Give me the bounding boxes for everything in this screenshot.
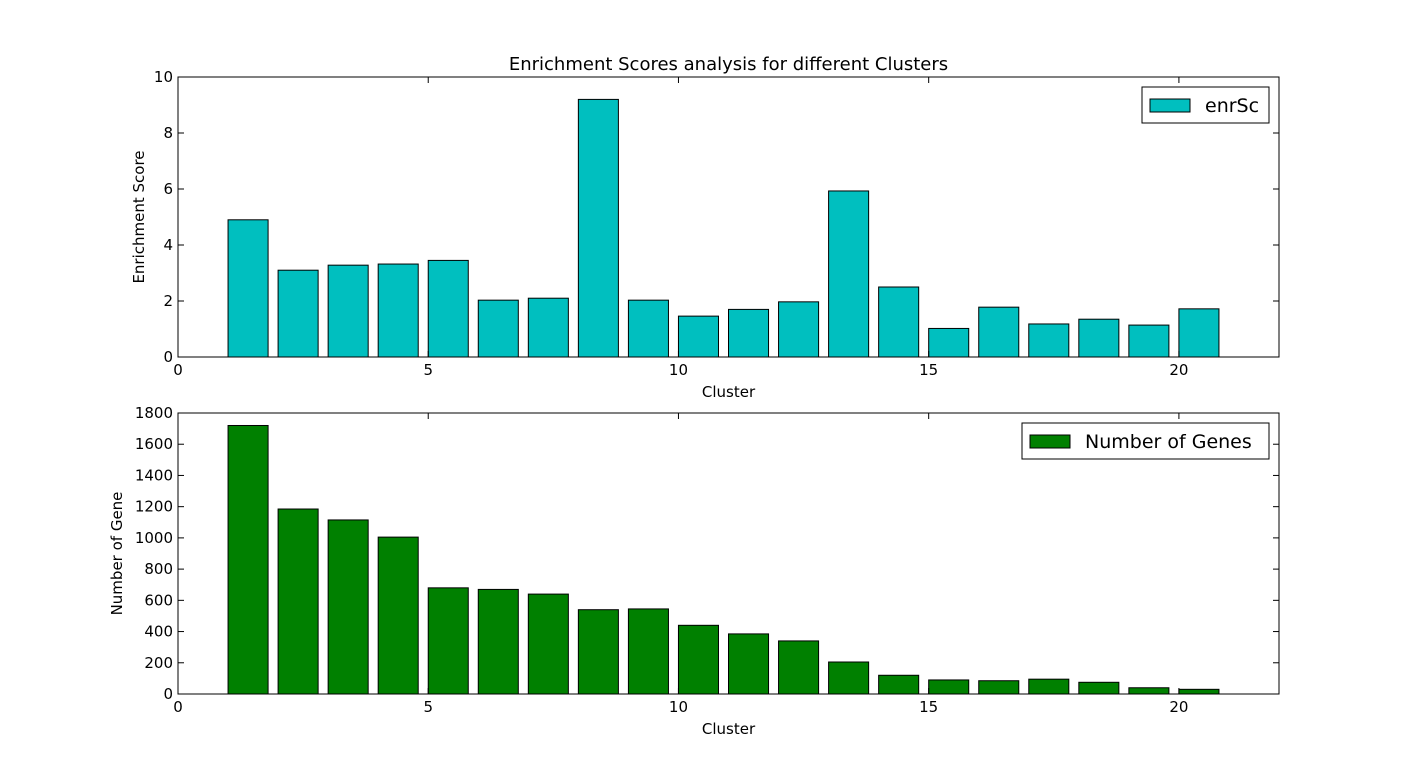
y-tick-label: 0 xyxy=(163,348,173,366)
y-tick-label: 2 xyxy=(163,292,173,310)
y-tick-label: 8 xyxy=(163,124,173,142)
x-axis-label: Cluster xyxy=(702,383,756,401)
bar xyxy=(627,608,669,695)
x-tick-label: 5 xyxy=(423,361,433,379)
x-tick-label: 20 xyxy=(1169,361,1188,379)
bar xyxy=(577,98,619,358)
bar xyxy=(477,588,519,695)
bar xyxy=(1128,687,1170,695)
y-axis-label: Number of Gene xyxy=(108,492,126,616)
bar-group xyxy=(227,98,1220,358)
bar xyxy=(1028,678,1070,695)
y-tick-label: 4 xyxy=(163,236,173,254)
bar xyxy=(277,269,319,358)
bar xyxy=(377,536,419,695)
number-of-genes-chart: 0 5 10 15 2002004006008001000120014001600180… xyxy=(108,404,1280,738)
bar xyxy=(577,609,619,695)
x-tick-label: 10 xyxy=(669,698,688,716)
x-tick-label: 15 xyxy=(919,361,938,379)
y-tick-label: 400 xyxy=(144,623,173,641)
bar xyxy=(1178,308,1220,358)
bar xyxy=(1128,324,1170,358)
bar xyxy=(527,593,569,695)
y-tick-label: 0 xyxy=(163,685,173,703)
y-tick-label: 1600 xyxy=(135,435,173,453)
bar xyxy=(277,508,319,695)
bar xyxy=(728,308,770,358)
x-tick-label: 10 xyxy=(669,361,688,379)
legend-swatch xyxy=(1029,434,1071,449)
bar xyxy=(978,680,1020,695)
tick-group: 0 5 10 15 20 0 2 4 6 8 10 xyxy=(154,68,1279,379)
x-tick-label: 5 xyxy=(423,698,433,716)
bar xyxy=(1178,688,1220,695)
x-axis-label: Cluster xyxy=(702,720,756,738)
y-tick-label: 1800 xyxy=(135,404,173,422)
chart-title: Enrichment Scores analysis for different… xyxy=(509,54,948,75)
bar xyxy=(1028,323,1070,358)
legend[interactable]: enrSc xyxy=(1141,86,1270,124)
bar xyxy=(928,327,970,358)
bar xyxy=(728,633,770,695)
legend-swatch xyxy=(1149,98,1191,113)
bar xyxy=(477,299,519,358)
bar xyxy=(828,190,870,358)
y-tick-label: 1200 xyxy=(135,498,173,516)
bar xyxy=(427,259,469,358)
bar xyxy=(677,624,719,695)
tick-group: 0 5 10 15 2002004006008001000120014001600180… xyxy=(135,404,1279,716)
bar xyxy=(1078,318,1120,358)
plot-frame xyxy=(177,412,1280,695)
bar xyxy=(677,315,719,358)
bar xyxy=(878,674,920,695)
y-tick-label: 6 xyxy=(163,180,173,198)
y-tick-label: 1400 xyxy=(135,466,173,484)
y-tick-label: 10 xyxy=(154,68,173,86)
y-axis-label: Enrichment Score xyxy=(130,150,148,283)
bar xyxy=(227,219,269,358)
plot-frame xyxy=(177,76,1280,358)
bar xyxy=(1078,681,1120,695)
bar xyxy=(327,264,369,358)
bar xyxy=(527,297,569,358)
y-tick-label: 800 xyxy=(144,560,173,578)
enrichment-score-chart: Enrichment Scores analysis for different… xyxy=(130,54,1280,401)
y-tick-label: 1000 xyxy=(135,529,173,547)
y-tick-label: 200 xyxy=(144,654,173,672)
x-tick-label: 15 xyxy=(919,698,938,716)
bar xyxy=(227,424,269,695)
bar xyxy=(928,679,970,695)
x-tick-label: 0 xyxy=(173,361,183,379)
legend-label: enrSc xyxy=(1205,95,1259,117)
bar xyxy=(377,263,419,358)
y-tick-label: 600 xyxy=(144,591,173,609)
bar xyxy=(878,286,920,358)
bar xyxy=(327,519,369,695)
x-tick-label: 0 xyxy=(173,698,183,716)
bar xyxy=(978,306,1020,358)
bar xyxy=(828,661,870,695)
bar xyxy=(627,299,669,358)
bar-group xyxy=(227,424,1220,695)
bar xyxy=(778,301,820,358)
legend-label: Number of Genes xyxy=(1085,431,1252,453)
legend[interactable]: Number of Genes xyxy=(1021,422,1270,460)
x-tick-label: 20 xyxy=(1169,698,1188,716)
bar xyxy=(427,587,469,695)
bar xyxy=(778,640,820,695)
